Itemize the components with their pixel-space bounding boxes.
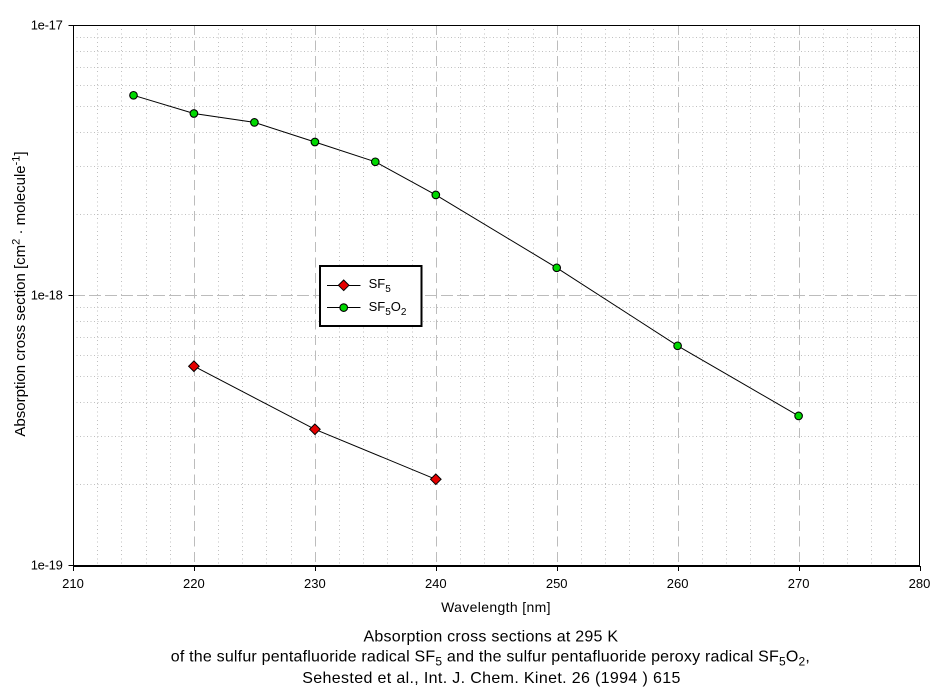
svg-text:of the sulfur pentafluoride ra: of the sulfur pentafluoride radical SF5 …: [171, 649, 810, 669]
svg-text:Sehested et al., Int. J. Chem.: Sehested et al., Int. J. Chem. Kinet. 26…: [302, 670, 680, 687]
svg-text:1e-17: 1e-17: [31, 18, 63, 33]
svg-text:230: 230: [304, 576, 326, 591]
svg-text:Wavelength [nm]: Wavelength [nm]: [441, 599, 551, 615]
svg-text:250: 250: [546, 576, 568, 591]
svg-text:1e-19: 1e-19: [31, 558, 63, 573]
svg-text:260: 260: [667, 576, 689, 591]
svg-text:Absorption cross sections at 2: Absorption cross sections at 295 K: [363, 629, 618, 646]
svg-text:210: 210: [62, 576, 84, 591]
svg-text:240: 240: [425, 576, 447, 591]
svg-text:270: 270: [788, 576, 810, 591]
svg-text:280: 280: [909, 576, 931, 591]
svg-text:220: 220: [183, 576, 205, 591]
svg-text:1e-18: 1e-18: [31, 288, 63, 303]
svg-text:SF5O2: SF5O2: [369, 299, 407, 318]
svg-text:Absorption cross section [cm2: Absorption cross section [cm2 · molecule…: [11, 151, 30, 436]
